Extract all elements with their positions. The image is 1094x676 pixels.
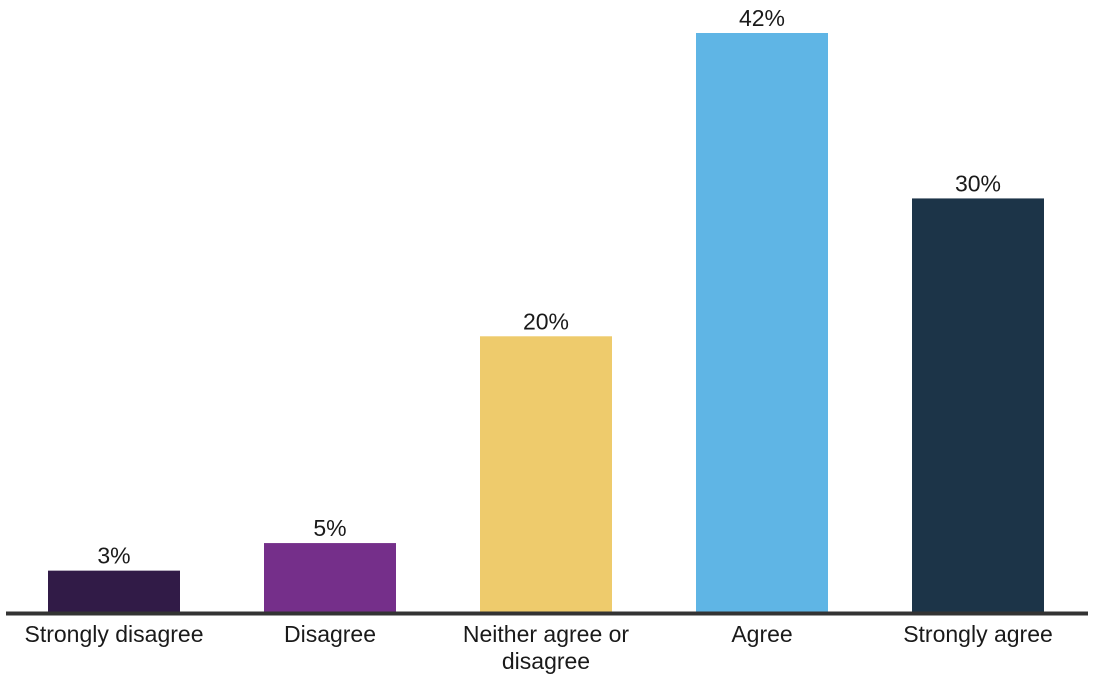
category-label-2: Neither agree or disagree xyxy=(463,621,630,674)
category-label-3: Agree xyxy=(731,621,792,647)
value-labels-group: 3% 5% 20% 42% 30% xyxy=(97,5,1001,569)
bar-value-label-1: 5% xyxy=(313,515,346,541)
category-label-line: Strongly agree xyxy=(903,621,1053,647)
category-label-line: disagree xyxy=(502,648,590,674)
category-label-line: Strongly disagree xyxy=(25,621,204,647)
category-label-4: Strongly agree xyxy=(903,621,1053,647)
bar-4 xyxy=(912,198,1044,612)
bar-value-label-4: 30% xyxy=(955,170,1001,196)
category-labels-group: Strongly disagree Disagree Neither agree o… xyxy=(25,621,1053,674)
category-label-0: Strongly disagree xyxy=(25,621,204,647)
bar-3 xyxy=(696,33,828,612)
category-label-1: Disagree xyxy=(284,621,376,647)
category-label-line: Neither agree or xyxy=(463,621,630,647)
bar-2 xyxy=(480,336,612,612)
bars-group xyxy=(48,33,1044,612)
bar-value-label-3: 42% xyxy=(739,5,785,31)
bar-value-label-2: 20% xyxy=(523,308,569,334)
bar-value-label-0: 3% xyxy=(97,543,130,569)
category-label-line: Agree xyxy=(731,621,792,647)
bar-0 xyxy=(48,570,180,612)
category-label-line: Disagree xyxy=(284,621,376,647)
bar-1 xyxy=(264,543,396,612)
